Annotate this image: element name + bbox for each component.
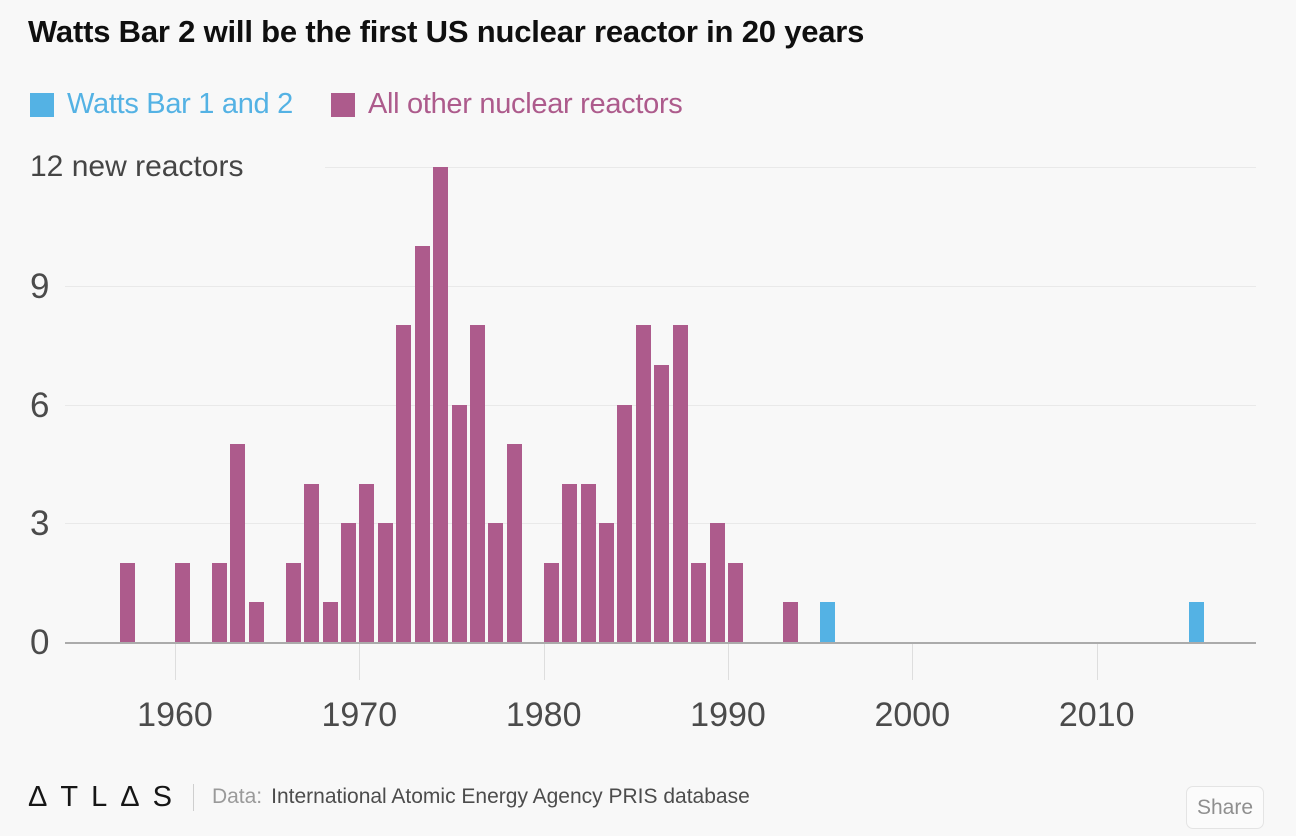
x-tick-1970 xyxy=(359,644,361,680)
x-axis-label-1990: 1990 xyxy=(690,696,766,734)
bar-1964 xyxy=(248,602,264,642)
legend-item-other-reactors: All other nuclear reactors xyxy=(330,88,683,121)
bar-1983 xyxy=(599,523,614,642)
legend-swatch-magenta-icon xyxy=(330,92,355,117)
y-axis-label-3: 3 xyxy=(30,504,50,544)
bar-1990 xyxy=(728,563,743,642)
footer-divider xyxy=(192,783,194,811)
bar-1986 xyxy=(654,365,670,642)
y-axis-label-0: 0 xyxy=(30,623,50,662)
bar-1981 xyxy=(562,484,578,642)
bar-1982 xyxy=(580,484,596,642)
gridline-12 xyxy=(325,167,1256,169)
data-source-label: Data: xyxy=(211,785,263,808)
footer: ΔTLΔS Data: International Atomic Energy … xyxy=(28,775,750,819)
x-axis-label-2010: 2010 xyxy=(1058,696,1135,734)
x-axis-label-1960: 1960 xyxy=(137,696,213,734)
bar-2015 xyxy=(1188,602,1204,642)
x-tick-1960 xyxy=(175,644,176,680)
bar-1972 xyxy=(396,325,412,642)
bar-1966 xyxy=(285,563,301,642)
bar-1962 xyxy=(211,563,227,642)
bar-1993 xyxy=(783,602,799,642)
legend: Watts Bar 1 and 2 All other nuclear reac… xyxy=(30,88,683,121)
y-axis-label-6: 6 xyxy=(30,385,50,425)
x-axis-label-1970: 1970 xyxy=(321,696,398,734)
bar-1969 xyxy=(340,523,356,642)
bar-1987 xyxy=(672,325,688,642)
bar-1980 xyxy=(543,563,559,642)
y-axis-label-9: 9 xyxy=(30,266,50,306)
bar-1968 xyxy=(322,602,338,642)
y-axis-unit-label: 12 new reactors xyxy=(30,150,244,184)
x-axis-line xyxy=(65,642,1256,644)
bar-1957 xyxy=(119,563,135,642)
x-tick-2000 xyxy=(912,644,914,680)
bar-1970 xyxy=(359,484,375,642)
gridline-9 xyxy=(65,285,1256,287)
bar-1974 xyxy=(433,167,449,642)
bar-1989 xyxy=(709,523,725,642)
bar-1988 xyxy=(691,563,707,642)
legend-label-other-reactors: All other nuclear reactors xyxy=(367,88,683,120)
bar-1963 xyxy=(230,444,246,642)
legend-item-watts-bar: Watts Bar 1 and 2 xyxy=(30,88,293,121)
atlas-logo: ΔTLΔS xyxy=(28,781,185,813)
bar-1960 xyxy=(175,563,190,642)
x-tick-1990 xyxy=(728,644,729,680)
x-tick-1980 xyxy=(543,644,545,680)
x-tick-2010 xyxy=(1096,644,1098,680)
bar-1985 xyxy=(635,325,651,642)
bar-1977 xyxy=(488,523,504,642)
bar-1971 xyxy=(377,523,393,642)
x-axis-label-2000: 2000 xyxy=(874,696,951,734)
bar-1984 xyxy=(617,405,633,642)
bar-1978 xyxy=(506,444,522,642)
bar-1973 xyxy=(414,246,430,642)
bar-1967 xyxy=(304,484,319,642)
share-button[interactable]: Share xyxy=(1186,786,1264,829)
legend-label-watts-bar: Watts Bar 1 and 2 xyxy=(67,88,293,120)
chart-title: Watts Bar 2 will be the first US nuclear… xyxy=(28,14,865,49)
bar-1995 xyxy=(820,602,836,642)
bar-1975 xyxy=(451,405,467,642)
legend-swatch-blue-icon xyxy=(30,92,54,117)
bar-1976 xyxy=(469,325,485,642)
x-axis-label-1980: 1980 xyxy=(505,696,582,734)
data-source-text: International Atomic Energy Agency PRIS … xyxy=(271,785,750,808)
